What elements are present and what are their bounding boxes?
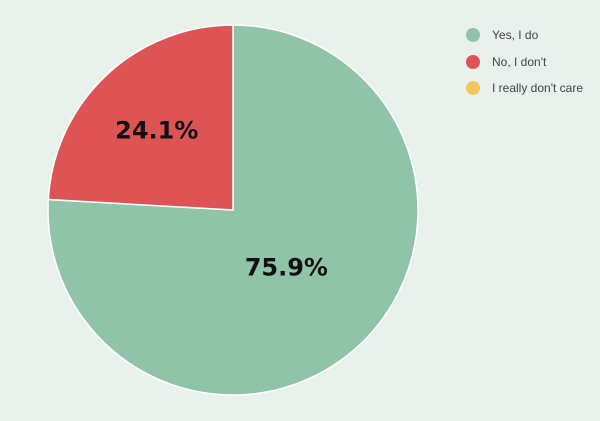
data-label-0: 75.9%	[245, 253, 328, 281]
legend: Yes, I do No, I don't I really don't care	[466, 22, 583, 102]
pie-slice-0	[47, 24, 419, 396]
data-label-1: 24.1%	[115, 116, 198, 144]
legend-swatch	[466, 81, 480, 96]
legend-item[interactable]: Yes, I do	[466, 22, 583, 49]
legend-item[interactable]: No, I don't	[466, 49, 583, 76]
legend-swatch	[466, 28, 480, 43]
legend-item[interactable]: I really don't care	[466, 75, 583, 102]
legend-label: I really don't care	[492, 81, 584, 96]
pie-slice-1	[47, 24, 234, 211]
legend-label: Yes, I do	[492, 28, 539, 43]
legend-swatch	[466, 54, 480, 69]
legend-label: No, I don't	[492, 54, 547, 69]
